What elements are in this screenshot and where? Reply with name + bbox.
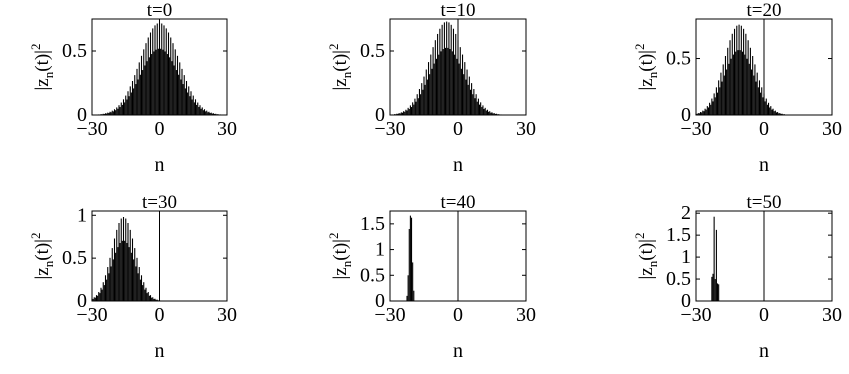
y-tick-label: 0 [375, 290, 385, 312]
x-tick-label: −30 [374, 304, 405, 326]
y-tick-label: 1 [681, 246, 691, 268]
x-tick-label: −30 [680, 118, 711, 140]
x-tick-label: 30 [822, 304, 842, 326]
y-tick-label: 2 [681, 202, 691, 224]
x-tick-label: 0 [759, 118, 769, 140]
x-tick-label: 30 [822, 118, 842, 140]
y-tick-label: 0 [375, 104, 385, 126]
panel-title: t=40 [441, 192, 476, 213]
panel-title: t=20 [747, 0, 782, 21]
y-tick-label: 1 [375, 239, 385, 261]
x-axis-label: n [453, 340, 463, 362]
y-tick-label: 0.5 [666, 268, 691, 290]
y-axis-label: |zn(t)|2 [28, 44, 56, 91]
x-axis-label: n [759, 154, 769, 176]
y-tick-label: 0 [77, 104, 87, 126]
x-tick-label: 30 [516, 118, 536, 140]
x-tick-label: 0 [453, 118, 463, 140]
x-axis-label: n [453, 154, 463, 176]
x-axis-label: n [155, 340, 165, 362]
y-tick-label: 0.5 [666, 48, 691, 70]
y-axis-label: |zn(t)|2 [632, 233, 660, 280]
panel-title: t=10 [441, 0, 476, 21]
y-tick-label: 0.5 [62, 247, 87, 269]
y-tick-label: 0 [77, 290, 87, 312]
y-tick-label: 1.5 [360, 213, 385, 235]
x-tick-label: −30 [76, 304, 107, 326]
y-tick-label: 0.5 [360, 40, 385, 62]
x-tick-label: −30 [76, 118, 107, 140]
panel-title: t=30 [142, 192, 177, 213]
x-tick-label: 30 [516, 304, 536, 326]
y-axis-label: |zn(t)|2 [326, 233, 354, 280]
x-tick-label: 30 [217, 118, 237, 140]
y-tick-label: 1 [77, 204, 87, 226]
x-tick-label: −30 [374, 118, 405, 140]
x-axis-label: n [155, 154, 165, 176]
panel-title: t=50 [747, 192, 782, 213]
y-axis-label: |zn(t)|2 [326, 44, 354, 91]
y-tick-label: 0 [681, 104, 691, 126]
x-tick-label: 0 [155, 304, 165, 326]
y-tick-label: 0.5 [62, 40, 87, 62]
x-axis-label: n [759, 340, 769, 362]
y-axis-label: |zn(t)|2 [632, 44, 660, 91]
y-tick-label: 0.5 [360, 264, 385, 286]
x-tick-label: 0 [759, 304, 769, 326]
x-tick-label: −30 [680, 304, 711, 326]
x-tick-label: 30 [217, 304, 237, 326]
y-tick-label: 0 [681, 290, 691, 312]
y-axis-label: |zn(t)|2 [28, 233, 56, 280]
panel-title: t=0 [147, 0, 173, 21]
x-tick-label: 0 [155, 118, 165, 140]
x-tick-label: 0 [453, 304, 463, 326]
y-tick-label: 1.5 [666, 224, 691, 246]
